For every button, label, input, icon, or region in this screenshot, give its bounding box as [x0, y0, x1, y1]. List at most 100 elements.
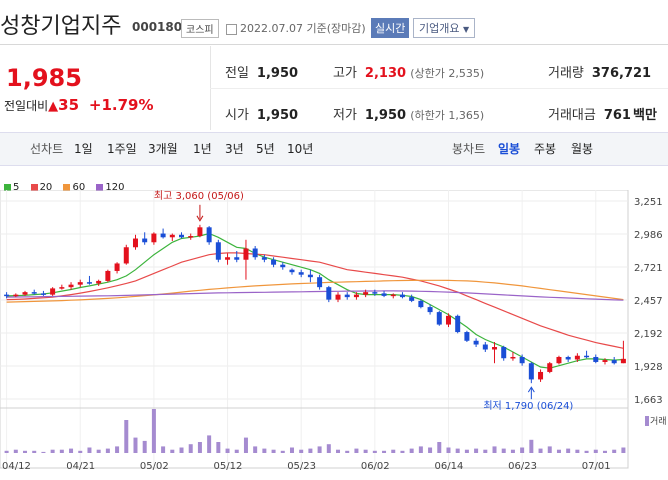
- period-1y[interactable]: 1년: [193, 142, 212, 156]
- period-3m[interactable]: 3개월: [148, 142, 178, 156]
- volume-bar: [170, 449, 175, 453]
- volume-bar: [308, 448, 313, 453]
- upper-limit: (상한가 2,535): [410, 67, 485, 80]
- candle-body: [252, 248, 258, 258]
- volume-bar: [428, 447, 433, 453]
- ma-line-20: [6, 252, 624, 349]
- candle-body: [142, 238, 148, 243]
- volume-bar: [253, 446, 258, 453]
- candle-body: [363, 292, 369, 295]
- volume-bar: [243, 437, 248, 453]
- y-tick-label: 2,986: [634, 230, 663, 241]
- volume-bar: [621, 447, 626, 453]
- period-1d[interactable]: 1일: [74, 142, 93, 156]
- date-info: 2022.07.07 기준(장마감): [226, 20, 366, 36]
- candle-body: [510, 356, 516, 359]
- candle-body: [464, 332, 470, 341]
- volume-bar: [409, 448, 414, 453]
- prev-close-value: 1,950: [256, 66, 299, 81]
- volume-bar: [492, 446, 497, 453]
- high-arrow-head: [196, 215, 204, 222]
- candle-body: [31, 292, 37, 294]
- period-10y[interactable]: 10년: [287, 142, 314, 156]
- candle-body: [206, 227, 212, 243]
- candle-body: [482, 344, 488, 350]
- company-overview-button[interactable]: 기업개요 ▼: [413, 18, 476, 38]
- candle-body: [436, 312, 442, 325]
- candle-body: [132, 238, 138, 248]
- candle-body: [261, 257, 267, 260]
- candle-body: [4, 294, 10, 297]
- volume-bar: [179, 447, 184, 453]
- candle-body: [169, 234, 175, 238]
- amount-unit: 백만: [632, 108, 657, 123]
- candle-body: [307, 274, 313, 278]
- candle-body: [13, 294, 19, 297]
- candle-weekly[interactable]: 주봉: [534, 142, 557, 156]
- volume-bar: [280, 450, 285, 453]
- period-1w[interactable]: 1주일: [107, 142, 137, 156]
- candle-body: [22, 292, 28, 295]
- x-tick-label: 06/14: [434, 461, 463, 472]
- candle-body: [556, 356, 562, 364]
- quote-row-divider: [210, 88, 668, 89]
- candle-body: [197, 227, 203, 237]
- volume-bar: [41, 451, 46, 453]
- candle-body: [151, 233, 157, 243]
- candle-body: [418, 300, 424, 308]
- candle-body: [611, 360, 617, 364]
- candle-body: [584, 355, 590, 358]
- price-chart[interactable]: 3,251 2,986 2,721 2,457 2,192 1,928 1,663 04/12…: [0, 190, 668, 480]
- x-tick-label: 05/12: [214, 461, 243, 472]
- volume-bar: [372, 450, 377, 453]
- high-price: 고가 2,130 (상한가 2,535): [333, 62, 484, 81]
- current-price: 1,985: [6, 64, 82, 92]
- candle-body: [409, 297, 415, 301]
- header-bar: [0, 0, 668, 45]
- period-3y[interactable]: 3년: [225, 142, 244, 156]
- realtime-button[interactable]: 실시간: [371, 18, 410, 38]
- candle-daily[interactable]: 일봉: [498, 142, 521, 156]
- change-label: 전일대비: [4, 99, 49, 113]
- high-label: 고가: [333, 66, 357, 81]
- legend-ma120: 120: [96, 182, 125, 193]
- volume-bar: [50, 449, 55, 453]
- volume-bar: [317, 446, 322, 453]
- volume-bar: [151, 409, 156, 453]
- date-text: 2022.07.07 기준(장마감): [240, 22, 366, 35]
- open-price: 시가 1,950: [225, 104, 298, 123]
- volume-bar: [547, 446, 552, 453]
- volume-bar: [96, 449, 101, 453]
- candle-body: [105, 270, 111, 281]
- prev-close: 전일 1,950: [225, 62, 298, 81]
- candle-body: [96, 280, 102, 284]
- volume-bar: [216, 442, 221, 453]
- candle-monthly[interactable]: 월봉: [571, 142, 594, 156]
- volume-bar: [32, 450, 37, 453]
- candle-body: [390, 294, 396, 297]
- ma-line-60: [6, 279, 624, 303]
- x-tick-label: 04/12: [2, 461, 31, 472]
- low-arrow-head: [527, 386, 535, 393]
- high-annotation: 최고 3,060 (05/06): [154, 190, 244, 202]
- x-tick-label: 04/21: [66, 461, 95, 472]
- volume-bar: [69, 448, 74, 453]
- volume-bar: [612, 449, 617, 453]
- candle-body: [50, 288, 56, 295]
- period-5y[interactable]: 5년: [256, 142, 275, 156]
- volume-bar: [474, 448, 479, 453]
- volume-bar: [602, 450, 607, 453]
- candle-body: [317, 277, 323, 288]
- candle-body: [123, 247, 129, 264]
- volume-bar: [115, 446, 120, 453]
- volume-label: 거래: [650, 416, 667, 427]
- volume-value: 376,721: [591, 66, 652, 81]
- volume-bar: [59, 449, 64, 453]
- prev-close-label: 전일: [225, 66, 249, 81]
- candle-body: [519, 356, 525, 364]
- candle-body: [427, 307, 433, 313]
- change-rate: +1.79%: [88, 96, 154, 114]
- candle-body: [565, 356, 571, 360]
- candle-body: [399, 294, 405, 298]
- volume-bar: [584, 450, 589, 453]
